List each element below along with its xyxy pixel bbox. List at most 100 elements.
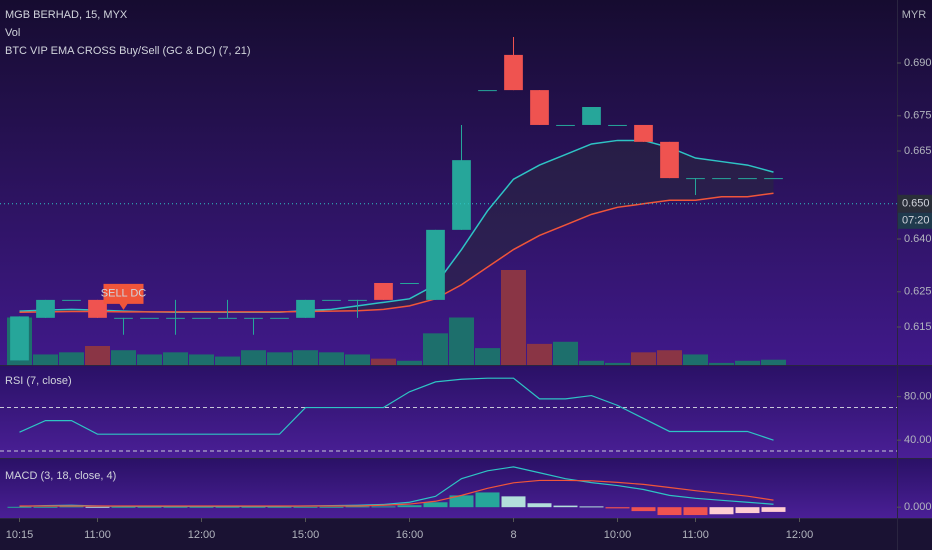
macd-histogram-bar — [33, 506, 58, 508]
macd-histogram-bar — [59, 506, 84, 508]
candle-body — [634, 124, 653, 142]
macd-histogram-bar — [371, 506, 396, 508]
ema-fill — [19, 140, 774, 313]
macd-histogram-bar — [449, 495, 474, 508]
candle-body — [608, 124, 627, 126]
macd-histogram-bar — [111, 506, 136, 508]
candle-body — [478, 90, 497, 92]
macd-tick-label: 0.000 — [904, 501, 932, 513]
candle-body — [114, 317, 133, 319]
volume-bar — [527, 343, 552, 365]
volume-bar — [137, 354, 162, 365]
volume-bar — [59, 352, 84, 365]
countdown-label: 07:20 — [902, 215, 930, 227]
volume-bar — [85, 346, 110, 365]
macd-histogram-bar — [267, 506, 292, 508]
y-tick-label: 0.675 — [904, 110, 932, 122]
candle-body — [348, 299, 367, 301]
macd-histogram-bar — [501, 496, 526, 508]
macd-histogram-bar — [657, 507, 682, 516]
y-tick-label: 0.615 — [904, 321, 932, 333]
volume-title: Vol — [5, 27, 20, 39]
candle-body — [140, 317, 159, 319]
macd-histogram-bar — [397, 505, 422, 508]
candle-body — [10, 316, 29, 361]
x-tick-label: 11:00 — [682, 529, 709, 541]
volume-bar — [423, 333, 448, 365]
candle-body — [738, 178, 757, 180]
x-tick-label: 11:00 — [84, 529, 111, 541]
volume-bar — [553, 341, 578, 365]
volume-bar — [761, 359, 786, 365]
x-tick-label: 10:15 — [6, 529, 34, 541]
candle-body — [686, 178, 705, 180]
candle-body — [374, 282, 393, 300]
candle-body — [322, 299, 341, 301]
macd-histogram-bar — [241, 506, 266, 508]
macd-histogram-bar — [319, 506, 344, 508]
plot: 0.690 0.675 0.665 0.640 0.625 0.615 10:15 11:00… — [0, 36, 932, 541]
rsi-title: RSI (7, close) — [5, 375, 72, 387]
rsi-line — [19, 377, 774, 441]
countdown-tag — [898, 212, 932, 229]
candle-body — [244, 317, 263, 319]
volume-bar — [657, 350, 682, 365]
candle-body — [556, 124, 575, 126]
macd-histogram-bar — [293, 506, 318, 508]
rsi-tick-label: 80.00 — [904, 391, 932, 403]
volume-bar — [267, 352, 292, 365]
rsi-pane — [0, 366, 932, 458]
macd-histogram-bar — [85, 506, 110, 508]
macd-histogram-bar — [7, 506, 32, 508]
volume-bar — [345, 354, 370, 365]
signal-marker — [103, 283, 144, 310]
volume-bar — [397, 360, 422, 365]
chart-title: MGB BERHAD, 15, MYX — [5, 9, 128, 21]
time-axis — [0, 519, 932, 550]
candle-body — [504, 54, 523, 91]
candle-body — [582, 107, 601, 125]
macd-histogram-bar — [709, 507, 734, 515]
candle-body — [296, 299, 315, 318]
ema-line — [19, 192, 774, 313]
candle-body — [764, 178, 783, 180]
volume-bar — [33, 354, 58, 365]
y-tick-label: 0.625 — [904, 286, 932, 298]
y-tick-label: 0.665 — [904, 145, 932, 157]
candle-body — [88, 299, 107, 318]
x-tick-label: 8 — [510, 529, 516, 541]
volume-bar — [241, 350, 266, 365]
volume-bar — [449, 317, 474, 365]
macd-pane — [0, 459, 932, 518]
volume-bar — [319, 352, 344, 365]
macd-histogram-bar — [631, 507, 656, 512]
volume-bar — [579, 360, 604, 365]
macd-histogram-bar — [579, 506, 604, 508]
signal-label: SELL DC — [101, 288, 147, 300]
candle-body — [712, 178, 731, 180]
volume-bar — [111, 350, 136, 365]
volume-bar — [475, 348, 500, 365]
candle-body — [218, 317, 237, 319]
candle-body — [530, 90, 549, 125]
macd-histogram-bar — [163, 506, 188, 508]
macd-histogram-bar — [735, 507, 760, 514]
last-price-label: 0.650 — [902, 198, 930, 210]
x-tick-label: 12:00 — [188, 529, 216, 541]
x-tick-label: 10:00 — [604, 529, 632, 541]
macd-histogram-bar — [553, 505, 578, 508]
volume-bar — [735, 360, 760, 365]
y-tick-label: 0.690 — [904, 57, 932, 69]
rsi-tick-label: 40.00 — [904, 434, 932, 446]
candle-body — [270, 317, 289, 319]
candle-body — [62, 299, 81, 301]
macd-histogram-bar — [189, 506, 214, 508]
macd-title: MACD (3, 18, close, 4) — [5, 470, 116, 482]
volume-bar — [683, 354, 708, 365]
indicator-title: BTC VIP EMA CROSS Buy/Sell (GC & DC) (7,… — [5, 45, 251, 57]
candle-body — [166, 317, 185, 319]
macd-signal-line — [19, 479, 774, 507]
candle-body — [36, 299, 55, 318]
x-tick-label: 16:00 — [396, 529, 424, 541]
